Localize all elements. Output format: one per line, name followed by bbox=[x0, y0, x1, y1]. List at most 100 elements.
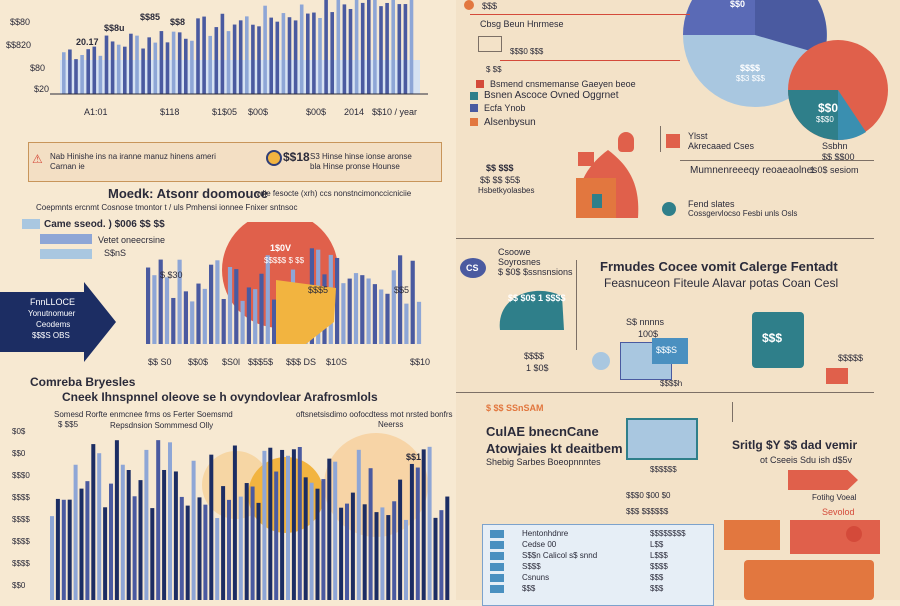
legend-swatch bbox=[40, 234, 92, 244]
list-price: L$$ bbox=[650, 540, 664, 549]
chart-label: $$$5 bbox=[308, 285, 329, 295]
bar bbox=[309, 482, 314, 600]
bar bbox=[244, 483, 249, 600]
register-icon bbox=[592, 352, 610, 370]
bar bbox=[129, 33, 133, 94]
bar bbox=[324, 0, 328, 94]
bar bbox=[373, 0, 377, 94]
bar bbox=[362, 504, 367, 600]
bar bbox=[215, 260, 220, 344]
box-icon bbox=[790, 520, 880, 554]
x-tick: $$0$ bbox=[188, 357, 209, 367]
bar bbox=[380, 507, 385, 600]
bar bbox=[162, 469, 167, 600]
section-title: Atowjaies kt deaitbem bbox=[486, 441, 623, 456]
bar bbox=[253, 289, 258, 344]
bar bbox=[135, 35, 139, 94]
bar bbox=[268, 447, 273, 600]
bar bbox=[410, 260, 415, 344]
bar bbox=[214, 27, 219, 95]
connector-line bbox=[660, 126, 661, 152]
big-subtitle: Somesd Rorfte enmcnee frms os Ferter Soe… bbox=[54, 410, 233, 419]
bar bbox=[103, 507, 108, 600]
big-title: Comreba Bryesles bbox=[30, 375, 136, 389]
badge-text: CS bbox=[466, 263, 479, 273]
connector-line bbox=[576, 260, 577, 350]
bar bbox=[234, 269, 239, 344]
section-subtitle: Sevolod bbox=[822, 507, 855, 517]
house-icon bbox=[576, 150, 639, 218]
chart-label: $$5 bbox=[394, 285, 410, 295]
bar bbox=[165, 42, 170, 94]
x-tick: $$$5$ bbox=[248, 357, 274, 367]
bar bbox=[238, 20, 243, 94]
bar bbox=[379, 6, 383, 94]
section-title: Frmudes Cocee vomit Calerge Fentadt bbox=[600, 259, 838, 274]
bar bbox=[421, 449, 426, 600]
bar bbox=[50, 516, 54, 600]
coin-icon bbox=[266, 150, 282, 166]
bar bbox=[339, 507, 344, 600]
mid-label: 1 0$ sesiom bbox=[810, 165, 859, 175]
list-item: S$$n Calicol s$ snnd bbox=[522, 551, 598, 560]
bar bbox=[374, 512, 379, 600]
mid-label: Mumnenreeeqy reoaeaolnes bbox=[690, 165, 818, 176]
mid-label: $$ $$ $5$ bbox=[480, 175, 521, 185]
arrow-text: FnnLLOCE bbox=[30, 297, 76, 307]
bar bbox=[409, 463, 414, 600]
y-tick: $$$$ bbox=[12, 493, 30, 502]
highlight-shape bbox=[276, 280, 336, 344]
list-price: $$$ bbox=[650, 584, 664, 593]
section-subtitle: ot Cseeis Sdu ish d$5v bbox=[760, 455, 853, 465]
bar bbox=[168, 442, 172, 600]
bar bbox=[126, 470, 131, 600]
mid-label: Fend slates bbox=[688, 199, 735, 209]
bar bbox=[104, 35, 109, 94]
bar bbox=[86, 49, 90, 94]
x-tick: $118 bbox=[160, 107, 180, 117]
bar bbox=[259, 273, 264, 344]
top-label: $$$ bbox=[482, 1, 498, 11]
bar bbox=[269, 17, 273, 94]
bar bbox=[367, 0, 371, 94]
tag-label: Soyrosnes bbox=[498, 257, 541, 267]
bar bbox=[132, 496, 137, 600]
bar bbox=[342, 4, 347, 95]
connector-line bbox=[680, 160, 874, 161]
bar bbox=[404, 519, 408, 600]
list-item: Hentonhdnre bbox=[522, 529, 569, 538]
bar bbox=[265, 255, 270, 344]
y-tick: $ $30 bbox=[160, 270, 183, 280]
bar bbox=[221, 298, 226, 344]
bar bbox=[398, 255, 403, 344]
bar bbox=[150, 508, 155, 600]
chart-badge: $$$$$ $ $$ bbox=[264, 256, 305, 265]
bar bbox=[196, 283, 201, 344]
bar bbox=[110, 41, 115, 94]
bar bbox=[439, 510, 444, 600]
bar bbox=[91, 444, 96, 600]
box-icon bbox=[478, 36, 502, 52]
y-tick: $$$$ bbox=[12, 515, 30, 524]
bar bbox=[144, 449, 149, 600]
top-label: $ $$ bbox=[486, 65, 502, 74]
bar bbox=[274, 471, 279, 600]
divider bbox=[456, 238, 874, 239]
bar bbox=[197, 497, 202, 600]
bar bbox=[240, 300, 245, 344]
bar bbox=[291, 449, 296, 600]
bar bbox=[209, 264, 214, 344]
y-tick: $$$$ bbox=[12, 559, 30, 568]
bottom-bar-chart bbox=[50, 433, 450, 600]
pie-label: $$$0 bbox=[816, 115, 834, 124]
bar bbox=[80, 54, 84, 94]
bar bbox=[177, 32, 182, 94]
bar bbox=[173, 471, 178, 600]
list-price: $$$ bbox=[650, 573, 664, 582]
arrow-text: Yonutnomuer bbox=[28, 309, 76, 318]
bar bbox=[227, 266, 233, 344]
bar bbox=[190, 301, 195, 344]
bar bbox=[360, 275, 365, 344]
legend-label: Vetet oneecrsine bbox=[98, 235, 166, 245]
bar bbox=[116, 44, 121, 94]
